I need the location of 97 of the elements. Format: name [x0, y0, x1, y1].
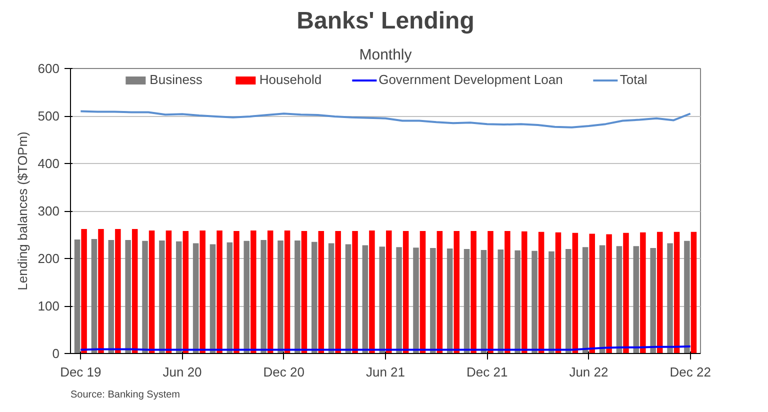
- y-tick-label: 200: [38, 251, 60, 266]
- y-axis-title: Lending balances ($TOPm): [14, 132, 30, 290]
- bar: [345, 244, 352, 354]
- bar: [589, 234, 595, 354]
- bar: [582, 247, 588, 354]
- line-series: [80, 110, 692, 128]
- x-tick-label: Jun 22: [569, 364, 608, 380]
- y-tick-label: 400: [38, 156, 60, 171]
- legend-label: Total: [620, 72, 648, 87]
- bar: [210, 244, 216, 354]
- bar: [470, 230, 476, 354]
- bar: [413, 248, 419, 354]
- bar: [386, 230, 392, 354]
- bar: [284, 230, 290, 354]
- bar: [182, 230, 189, 354]
- bar: [267, 230, 274, 354]
- legend-label: Business: [150, 72, 202, 87]
- x-tick-label: Dec 21: [466, 364, 508, 380]
- bar: [566, 249, 572, 354]
- bar: [616, 246, 622, 354]
- bar: [521, 231, 528, 354]
- bar: [650, 248, 656, 354]
- bar: [352, 230, 358, 354]
- legend-label: Household: [259, 72, 322, 87]
- bar: [396, 247, 402, 354]
- bar: [369, 230, 375, 354]
- bar: [260, 240, 266, 354]
- bar: [226, 242, 233, 354]
- bar: [166, 230, 172, 354]
- bar: [436, 230, 443, 354]
- bar: [446, 248, 453, 354]
- bar: [335, 230, 341, 354]
- y-tick-label: 300: [38, 204, 60, 218]
- bar: [498, 249, 504, 354]
- bar: [362, 245, 368, 354]
- bar: [690, 232, 697, 354]
- bar: [633, 246, 640, 354]
- bar: [548, 251, 554, 354]
- x-tick-label: Dec 22: [670, 364, 711, 380]
- bar: [318, 230, 324, 354]
- bar: [538, 232, 544, 354]
- bar: [623, 232, 629, 354]
- bar: [159, 240, 165, 354]
- bar: [176, 241, 182, 354]
- bar: [294, 240, 300, 354]
- bar: [234, 230, 240, 354]
- bar: [599, 245, 606, 354]
- bar: [250, 230, 256, 354]
- bar: [301, 230, 308, 354]
- bar: [148, 230, 155, 354]
- bar: [216, 230, 222, 354]
- bar: [480, 250, 487, 354]
- y-tick-label: 500: [38, 108, 60, 124]
- bar: [108, 240, 114, 354]
- bar: [132, 229, 138, 354]
- bar: [555, 232, 562, 354]
- bar: [606, 234, 612, 354]
- bar: [674, 232, 680, 354]
- y-tick-label: 0: [52, 346, 60, 361]
- bar: [504, 230, 510, 354]
- x-tick-label: Dec 20: [263, 364, 304, 380]
- bar: [278, 240, 284, 354]
- bar: [379, 246, 385, 354]
- bar: [115, 229, 121, 354]
- bar: [572, 232, 578, 354]
- bar: [244, 240, 250, 354]
- bar: [402, 230, 409, 354]
- chart-subtitle: Monthly: [359, 46, 412, 64]
- bar: [91, 239, 98, 354]
- bar: [640, 232, 646, 354]
- bar: [328, 243, 334, 354]
- y-tick-label: 100: [38, 298, 60, 314]
- bar: [464, 249, 470, 354]
- y-tick-label: 600: [38, 61, 60, 76]
- bar: [420, 230, 426, 354]
- bar: [81, 229, 87, 354]
- x-tick-label: Jun 21: [366, 364, 406, 380]
- bar: [98, 229, 104, 354]
- source-note: Source: Banking System: [70, 390, 180, 400]
- bar: [532, 250, 538, 354]
- bar: [684, 240, 690, 354]
- bar: [125, 240, 131, 354]
- bar: [514, 250, 520, 354]
- bar: [656, 232, 663, 354]
- bar: [430, 248, 436, 354]
- bar: [311, 242, 318, 354]
- bar: [192, 243, 199, 354]
- bar: [667, 243, 673, 354]
- legend-label: Government Development Loan: [378, 72, 563, 87]
- bar: [488, 230, 494, 354]
- bar: [454, 230, 460, 354]
- x-tick-label: Dec 19: [60, 364, 102, 380]
- bar: [200, 230, 206, 354]
- bar: [142, 240, 148, 354]
- bar: [74, 240, 80, 354]
- chart-title: Banks' Lending: [296, 8, 474, 34]
- x-tick-label: Jun 20: [162, 364, 202, 380]
